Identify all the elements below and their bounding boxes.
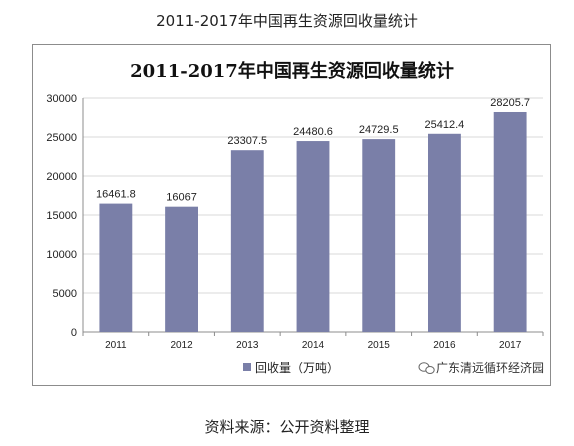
chart-title: 2011-2017年中国再生资源回收量统计 [130, 60, 454, 82]
x-tick-label: 2016 [433, 340, 456, 351]
data-label: 24729.5 [359, 124, 399, 136]
source-note: 资料来源：公开资料整理 [204, 418, 370, 436]
bar-2012 [165, 206, 198, 332]
y-tick-label: 20000 [46, 171, 77, 183]
figure-caption-top: 2011-2017年中国再生资源回收量统计 [156, 12, 418, 30]
x-tick-label: 2015 [368, 340, 391, 351]
y-tick-label: 10000 [46, 249, 77, 261]
y-tick-label: 15000 [46, 210, 77, 222]
x-tick-label: 2012 [170, 340, 193, 351]
data-label: 24480.6 [293, 126, 333, 138]
bar-2013 [230, 150, 264, 332]
wechat-icon [418, 362, 435, 374]
data-label: 25412.4 [425, 119, 465, 131]
bar-2011 [99, 203, 133, 332]
x-axis-ticks: 2011 2012 2013 2014 2015 2016 2017 [82, 332, 544, 351]
legend-label: 回收量（万吨） [255, 361, 339, 375]
bar-2015 [362, 139, 396, 332]
y-axis-ticks: 0 5000 10000 15000 20000 25000 30000 [46, 93, 77, 339]
y-tick-label: 5000 [53, 288, 77, 300]
x-tick-label: 2011 [105, 340, 127, 351]
data-label: 16461.8 [96, 189, 136, 201]
legend-swatch [243, 363, 251, 371]
data-labels: 16461.8 16067 23307.5 24480.6 24729.5 25412.4… [96, 97, 530, 204]
chart-frame: 2011-2017年中国再生资源回收量统计 16461.8 16067 23307.… [32, 44, 551, 386]
bar-2014 [296, 141, 330, 332]
bar-2017 [493, 111, 527, 332]
x-tick-label: 2013 [236, 340, 259, 351]
bars [99, 111, 527, 332]
data-label: 23307.5 [227, 135, 267, 147]
legend: 回收量（万吨） [243, 361, 339, 375]
bar-2016 [428, 133, 461, 332]
watermark-text: 广东清远循环经济园 [436, 360, 544, 375]
y-tick-label: 30000 [46, 93, 77, 105]
x-tick-label: 2017 [499, 340, 522, 351]
bar-chart: 2011-2017年中国再生资源回收量统计 16461.8 16067 23307.… [46, 60, 544, 375]
y-tick-label: 25000 [46, 132, 77, 144]
y-tick-label: 0 [71, 327, 77, 339]
data-label: 16067 [166, 192, 197, 204]
x-tick-label: 2014 [302, 340, 325, 351]
watermark: 广东清远循环经济园 [418, 360, 544, 375]
data-label: 28205.7 [490, 97, 530, 109]
